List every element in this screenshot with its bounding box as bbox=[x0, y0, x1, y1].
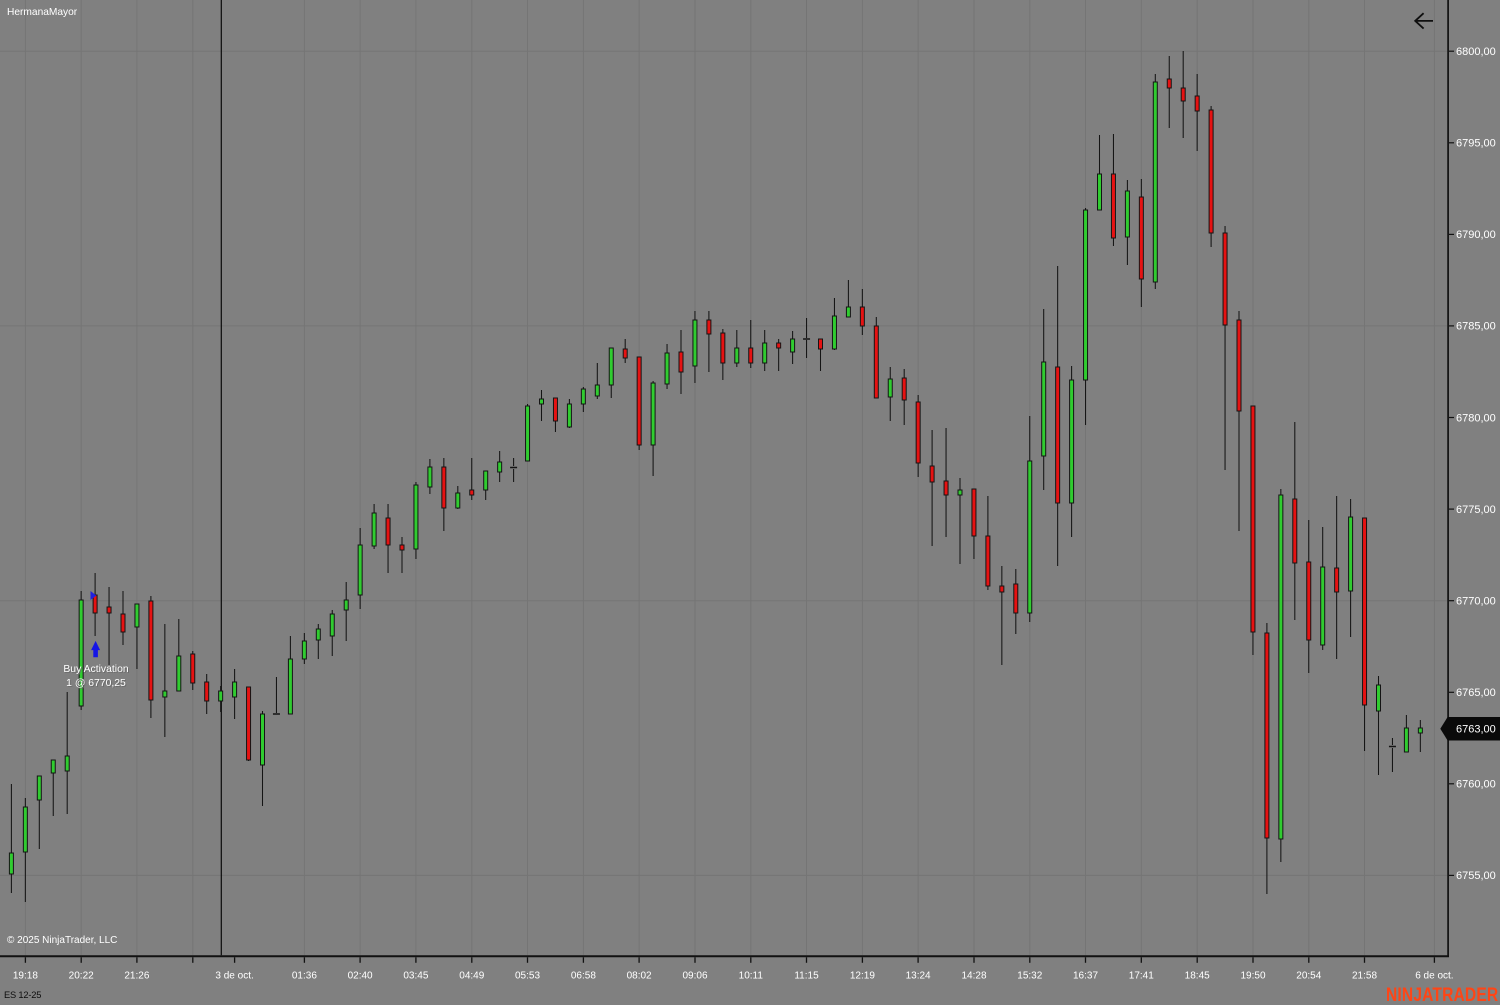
svg-text:19:18: 19:18 bbox=[13, 971, 38, 982]
svg-text:21:26: 21:26 bbox=[124, 971, 149, 982]
svg-text:6800,00: 6800,00 bbox=[1456, 46, 1496, 58]
svg-text:6790,00: 6790,00 bbox=[1456, 229, 1496, 241]
svg-text:17:41: 17:41 bbox=[1129, 971, 1154, 982]
svg-text:02:40: 02:40 bbox=[348, 971, 373, 982]
svg-text:10:11: 10:11 bbox=[739, 971, 764, 982]
svg-text:19:50: 19:50 bbox=[1240, 971, 1265, 982]
svg-text:21:58: 21:58 bbox=[1352, 971, 1377, 982]
svg-text:16:37: 16:37 bbox=[1073, 971, 1098, 982]
svg-text:05:53: 05:53 bbox=[515, 971, 540, 982]
svg-text:6785,00: 6785,00 bbox=[1456, 321, 1496, 333]
svg-text:6760,00: 6760,00 bbox=[1456, 779, 1496, 791]
svg-text:18:45: 18:45 bbox=[1185, 971, 1210, 982]
svg-text:6 de oct.: 6 de oct. bbox=[1415, 971, 1453, 982]
svg-text:06:58: 06:58 bbox=[571, 971, 596, 982]
svg-text:12:19: 12:19 bbox=[850, 971, 875, 982]
svg-text:03:45: 03:45 bbox=[403, 971, 428, 982]
svg-text:6770,00: 6770,00 bbox=[1456, 596, 1496, 608]
svg-text:6780,00: 6780,00 bbox=[1456, 412, 1496, 424]
svg-text:09:06: 09:06 bbox=[682, 971, 707, 982]
svg-text:08:02: 08:02 bbox=[627, 971, 652, 982]
svg-text:13:24: 13:24 bbox=[906, 971, 931, 982]
svg-text:3 de oct.: 3 de oct. bbox=[215, 971, 253, 982]
svg-text:6763,00: 6763,00 bbox=[1456, 724, 1496, 736]
svg-text:04:49: 04:49 bbox=[459, 971, 484, 982]
svg-text:6765,00: 6765,00 bbox=[1456, 687, 1496, 699]
svg-text:11:15: 11:15 bbox=[794, 971, 819, 982]
svg-text:6795,00: 6795,00 bbox=[1456, 138, 1496, 150]
svg-text:6775,00: 6775,00 bbox=[1456, 504, 1496, 516]
svg-text:01:36: 01:36 bbox=[292, 971, 317, 982]
svg-text:20:22: 20:22 bbox=[69, 971, 94, 982]
svg-text:14:28: 14:28 bbox=[961, 971, 986, 982]
svg-text:20:54: 20:54 bbox=[1296, 971, 1321, 982]
svg-text:15:32: 15:32 bbox=[1017, 971, 1042, 982]
svg-text:6755,00: 6755,00 bbox=[1456, 870, 1496, 882]
